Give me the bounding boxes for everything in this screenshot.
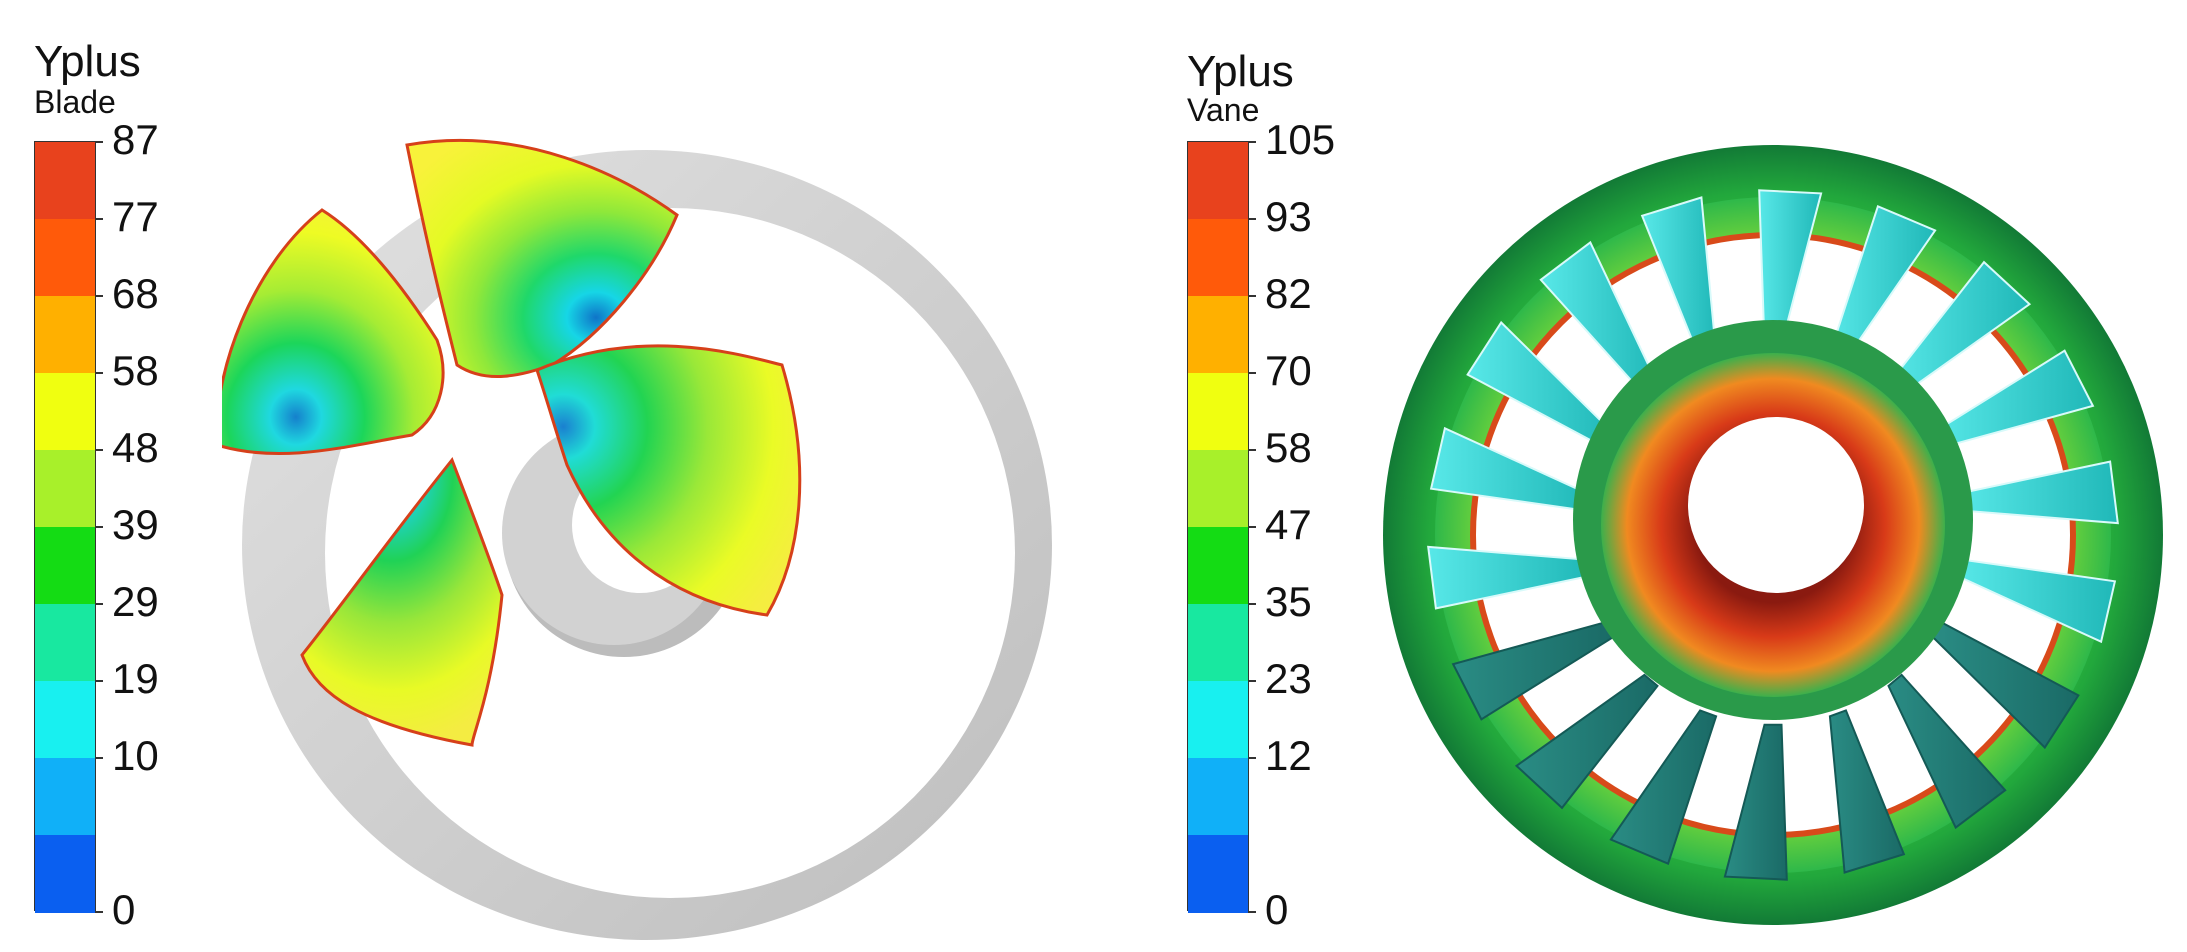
blade_legend-swatch <box>35 527 95 605</box>
vane_legend-tick-label: 58 <box>1265 424 1312 471</box>
blade_legend-tick-label: 0 <box>112 886 136 933</box>
blade_legend-swatch <box>35 142 95 220</box>
blade_legend-swatch <box>35 296 95 374</box>
vane_legend-swatch <box>1188 296 1248 374</box>
vane-legend-title: Yplus <box>1187 47 1294 96</box>
vane_legend-tick-label: 0 <box>1265 886 1289 933</box>
blade_legend-tick <box>95 218 103 220</box>
blade_legend-swatch <box>35 681 95 759</box>
vane-panel: Yplus Vane 105 93 82 70 58 47 35 23 12 0 <box>1093 0 2187 952</box>
blade-panel: Yplus Blade 87 77 68 58 48 39 29 19 10 0 <box>0 0 1093 952</box>
blade_legend-tick-label: 48 <box>112 424 159 471</box>
vane_legend-swatch <box>1188 758 1248 836</box>
vane_legend-tick-label: 47 <box>1265 501 1312 548</box>
blade_legend-tick <box>95 372 103 374</box>
blade_legend-swatch <box>35 219 95 297</box>
vane_legend-swatch <box>1188 219 1248 297</box>
vane_legend-swatch <box>1188 681 1248 759</box>
blade_legend-tick <box>95 449 103 451</box>
blade_legend-tick-label: 29 <box>112 578 159 625</box>
blade-color-bar <box>34 141 103 913</box>
blade_legend-swatch <box>35 604 95 682</box>
vane-stator-render <box>1383 145 2163 925</box>
vane_legend-tick-label: 23 <box>1265 655 1312 702</box>
vane_legend-swatch <box>1188 835 1248 913</box>
vane_legend-swatch <box>1188 527 1248 605</box>
vane_legend-tick <box>1248 603 1256 605</box>
stator-vane <box>1828 709 1906 874</box>
vane_legend-tick-label: 70 <box>1265 347 1312 394</box>
blade_legend-tick-label: 68 <box>112 270 159 317</box>
stator-vane <box>1514 673 1659 810</box>
blade_legend-swatch <box>35 758 95 836</box>
blade_legend-swatch <box>35 835 95 913</box>
vane_legend-swatch <box>1188 450 1248 528</box>
blade_legend-tick-label: 39 <box>112 501 159 548</box>
vane_legend-swatch <box>1188 604 1248 682</box>
blade_legend-tick-label: 58 <box>112 347 159 394</box>
vane_legend-tick <box>1248 141 1256 143</box>
blade_legend-tick <box>95 680 103 682</box>
blade_legend-tick-label: 87 <box>112 116 159 163</box>
blade_legend-tick-label: 77 <box>112 193 159 240</box>
vane_legend-tick-label: 35 <box>1265 578 1312 625</box>
blade_legend-tick <box>95 526 103 528</box>
hub-bore <box>1688 417 1864 593</box>
vane_legend-tick <box>1248 449 1256 451</box>
blade_legend-tick-label: 10 <box>112 732 159 779</box>
vane_legend-tick <box>1248 295 1256 297</box>
vane_legend-swatch <box>1188 373 1248 451</box>
vane_legend-tick <box>1248 757 1256 759</box>
blade_legend-tick <box>95 295 103 297</box>
vane_legend-swatch <box>1188 142 1248 220</box>
blade-right <box>535 344 802 617</box>
blade-bottom <box>300 457 504 747</box>
vane_legend-tick <box>1248 526 1256 528</box>
vane_legend-tick <box>1248 911 1256 913</box>
blade-left <box>222 208 445 456</box>
stator-vane <box>1609 709 1718 866</box>
vane_legend-tick-label: 12 <box>1265 732 1312 779</box>
blade_legend-tick <box>95 757 103 759</box>
blade_legend-swatch <box>35 450 95 528</box>
blade_legend-tick <box>95 141 103 143</box>
vane_legend-tick-label: 82 <box>1265 270 1312 317</box>
vane_legend-tick-label: 93 <box>1265 193 1312 240</box>
vane-legend-subtitle: Vane <box>1187 92 1260 128</box>
vane_legend-tick <box>1248 218 1256 220</box>
stator-vane <box>1887 673 2007 830</box>
blade-rotor-render <box>222 138 1052 940</box>
blade_legend-tick-label: 19 <box>112 655 159 702</box>
vane_legend-tick <box>1248 372 1256 374</box>
stator-vane <box>1723 723 1788 881</box>
blade_legend-swatch <box>35 373 95 451</box>
blade-legend-title: Yplus <box>34 37 141 86</box>
blade-top <box>405 138 679 378</box>
vane-color-bar <box>1187 141 1256 913</box>
vane_legend-tick <box>1248 680 1256 682</box>
blade_legend-tick <box>95 603 103 605</box>
blade_legend-tick <box>95 911 103 913</box>
vane_legend-tick-label: 105 <box>1265 116 1336 163</box>
blade-legend-subtitle: Blade <box>34 84 116 120</box>
